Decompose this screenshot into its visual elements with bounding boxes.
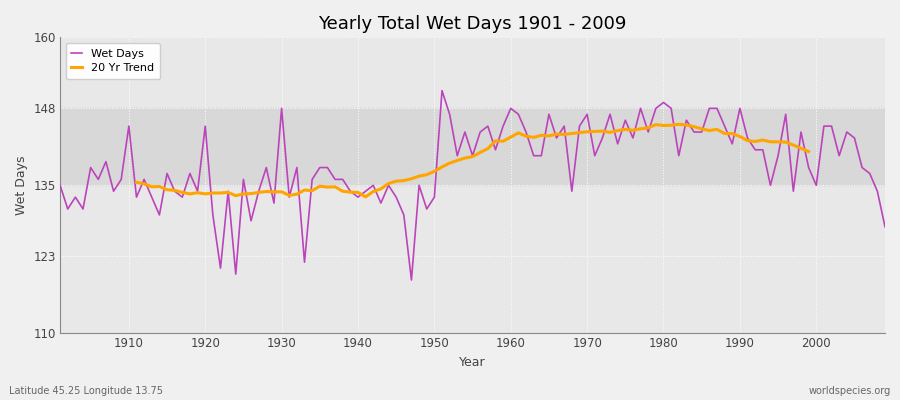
Text: worldspecies.org: worldspecies.org <box>809 386 891 396</box>
20 Yr Trend <box>360 194 371 199</box>
Wet Days <box>55 183 66 188</box>
Wet Days <box>879 224 890 229</box>
Line: 20 Yr Trend: 20 Yr Trend <box>137 124 808 197</box>
20 Yr Trend <box>215 191 226 196</box>
Title: Yearly Total Wet Days 1901 - 2009: Yearly Total Wet Days 1901 - 2009 <box>319 15 626 33</box>
20 Yr Trend <box>399 178 410 183</box>
Wet Days <box>284 195 294 200</box>
20 Yr Trend <box>803 149 814 154</box>
Wet Days <box>406 278 417 282</box>
X-axis label: Year: Year <box>459 356 486 369</box>
20 Yr Trend <box>742 138 753 143</box>
20 Yr Trend <box>482 146 493 151</box>
Wet Days <box>513 112 524 117</box>
Wet Days <box>612 142 623 146</box>
Legend: Wet Days, 20 Yr Trend: Wet Days, 20 Yr Trend <box>66 43 160 79</box>
Wet Days <box>436 88 447 93</box>
20 Yr Trend <box>131 180 142 185</box>
20 Yr Trend <box>268 190 279 194</box>
Line: Wet Days: Wet Days <box>60 91 885 280</box>
20 Yr Trend <box>673 122 684 127</box>
Wet Days <box>116 177 127 182</box>
Wet Days <box>329 177 340 182</box>
Y-axis label: Wet Days: Wet Days <box>15 156 28 215</box>
Bar <box>60 108 885 185</box>
Wet Days <box>520 130 531 134</box>
20 Yr Trend <box>200 192 211 196</box>
Text: Latitude 45.25 Longitude 13.75: Latitude 45.25 Longitude 13.75 <box>9 386 163 396</box>
